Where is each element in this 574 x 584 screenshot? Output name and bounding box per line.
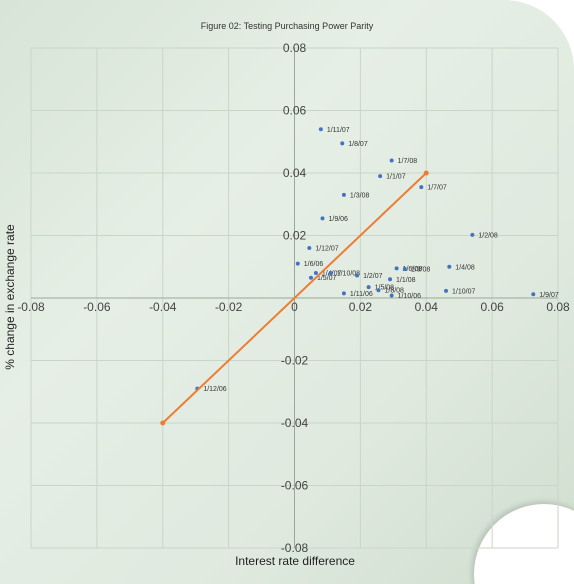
data-point-label: 1/11/07 (327, 127, 350, 134)
data-point (419, 185, 424, 190)
data-point (378, 174, 383, 179)
data-point-label: 1/4/08 (455, 264, 475, 271)
data-point (313, 271, 318, 275)
data-point (402, 266, 407, 271)
data-point (318, 127, 323, 132)
data-point-label: 1/9/06 (328, 216, 348, 223)
data-point (531, 292, 536, 297)
data-point-label: 1/10/07 (452, 288, 475, 295)
reference-line-segment (162, 172, 427, 424)
x-tick-label: -0.08 (17, 300, 45, 314)
data-point (376, 288, 381, 293)
data-point-label: 1/8/08 (384, 288, 404, 295)
data-point (341, 192, 346, 197)
data-point-label: 1/3/08 (350, 192, 370, 199)
data-point (320, 216, 325, 221)
data-point (295, 261, 300, 266)
y-tick-label: -0.08 (281, 541, 309, 555)
data-point-label: 1/5/08 (375, 285, 395, 292)
scatter-series: 1/11/07 1/8/07 1/7/08 1/1/07 1/7/07 1/3/08 1/9… (195, 127, 559, 393)
data-point-label: 1/7/07 (427, 185, 447, 192)
data-point (307, 246, 312, 250)
x-axis-label: Interest rate difference (235, 554, 355, 568)
data-point (341, 291, 346, 296)
data-point-label: 1/12/06 (203, 386, 226, 393)
data-point (447, 264, 452, 269)
data-point-label: 1/8/07 (348, 141, 368, 148)
x-tick-label: -0.02 (215, 300, 243, 314)
data-point (366, 285, 371, 290)
y-tick-label: -0.04 (281, 416, 309, 430)
data-point (444, 288, 449, 293)
data-point (328, 271, 333, 275)
x-tick-label: 0.08 (546, 300, 570, 314)
y-tick-label: -0.02 (281, 354, 309, 368)
data-point (389, 158, 394, 163)
y-tick-label: 0.04 (283, 166, 307, 180)
data-point-label: 1/1/08 (396, 277, 416, 284)
x-tick-label: 0 (291, 300, 298, 314)
data-point-label: 1/7/08 (398, 158, 418, 165)
data-point-label: 1/9/07 (539, 292, 559, 299)
data-point (389, 293, 394, 298)
x-tick-label: -0.06 (83, 300, 111, 314)
data-point (470, 232, 475, 237)
x-tick-label: 0.04 (415, 300, 439, 314)
data-point (340, 141, 345, 146)
data-point-label: 1/3/08 (411, 266, 431, 273)
reference-line-marker (423, 170, 429, 176)
reference-line (160, 170, 429, 426)
data-point-label: 1/10/06 (398, 293, 421, 300)
data-point (388, 277, 393, 282)
x-tick-label: 0.06 (480, 300, 504, 314)
y-tick-label: 0.06 (283, 104, 307, 118)
chart-title: Figure 02: Testing Purchasing Power Pari… (200, 21, 374, 31)
y-tick-label: 0.08 (283, 41, 307, 55)
data-point-label: 1/6/06 (304, 261, 324, 268)
y-tick-label: -0.06 (281, 479, 309, 493)
data-point (394, 266, 399, 271)
reference-line-marker (160, 420, 166, 426)
data-point-label: 1/10/08 (337, 271, 360, 278)
data-point-label: 1/11/06 (350, 291, 373, 298)
data-point-label: 1/5/07 (317, 275, 337, 282)
data-point-label: 1/12/07 (315, 246, 338, 253)
y-tick-labels: 0.08 0.06 0.04 0.02 -0.02 -0.04 -0.06 -0.08 (281, 41, 309, 555)
x-tick-label: 0.02 (349, 300, 373, 314)
y-axis-label: % change in exchange rate (3, 224, 17, 370)
data-point (308, 275, 313, 280)
data-point-label: 1/6/08 (403, 266, 423, 273)
x-tick-label: -0.04 (149, 300, 177, 314)
x-tick-labels: -0.08 -0.06 -0.04 -0.02 0 0.02 0.04 0.06 0.08 (17, 300, 570, 314)
data-point (355, 273, 360, 278)
y-tick-label: 0.02 (283, 229, 307, 243)
data-point-label: 1/1/07 (386, 174, 406, 181)
data-point-label: 1/2/08 (478, 232, 498, 239)
data-point-label: 1/2/07 (363, 273, 383, 280)
